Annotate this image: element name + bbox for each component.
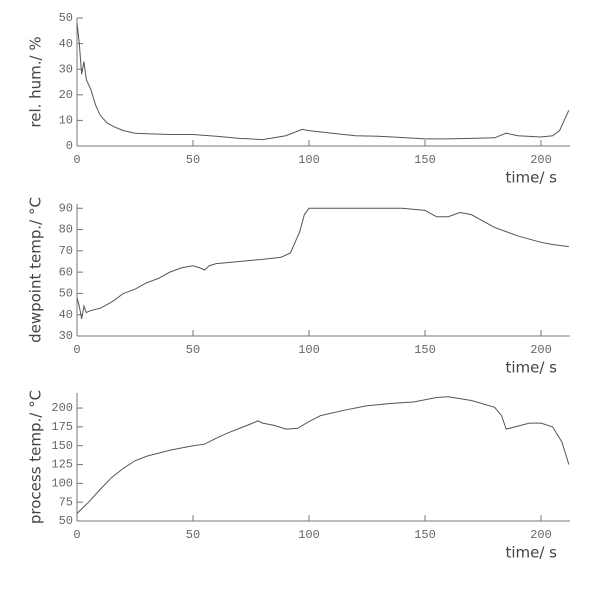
x-tick-label: 0 [73,528,80,542]
y-tick-label: 40 [59,37,73,51]
x-tick-label: 200 [530,153,552,167]
y-tick-label: 50 [59,514,73,528]
x-tick-label: 150 [414,343,436,357]
x-axis-label: time/ s [505,359,557,377]
y-tick-label: 30 [59,329,73,343]
x-tick-label: 100 [298,153,320,167]
y-tick-label: 150 [51,439,73,453]
y-tick-label: 10 [59,114,73,128]
x-tick-label: 150 [414,153,436,167]
data-line [76,23,570,141]
x-tick-label: 150 [414,528,436,542]
x-tick-label: 50 [186,528,200,542]
x-tick-label: 200 [530,528,552,542]
y-tick-label: 50 [59,287,73,301]
y-axis-label: process temp./ °C [27,390,45,524]
y-tick-label: 75 [59,495,73,509]
y-tick-label: 30 [59,62,73,76]
y-tick-label: 0 [66,139,73,153]
y-tick-label: 175 [51,420,73,434]
y-tick-label: 60 [59,265,73,279]
y-tick-label: 70 [59,244,73,258]
y-tick-label: 50 [59,11,73,25]
y-tick-label: 40 [59,308,73,322]
data-line [76,396,570,514]
x-tick-label: 200 [530,343,552,357]
x-axis-label: time/ s [505,544,557,562]
data-line [76,207,569,320]
y-tick-label: 100 [51,477,73,491]
x-tick-label: 50 [186,153,200,167]
y-axis-label: rel. hum./ % [27,36,45,127]
y-axis-label: dewpoint temp./ °C [27,197,45,343]
x-axis-label: time/ s [505,169,557,187]
y-tick-label: 80 [59,223,73,237]
y-tick-label: 200 [51,401,73,415]
y-tick-label: 20 [59,88,73,102]
y-tick-label: 125 [51,458,73,472]
x-tick-label: 0 [73,343,80,357]
x-tick-label: 50 [186,343,200,357]
x-tick-label: 100 [298,343,320,357]
x-tick-label: 100 [298,528,320,542]
x-tick-label: 0 [73,153,80,167]
y-tick-label: 90 [59,201,73,215]
